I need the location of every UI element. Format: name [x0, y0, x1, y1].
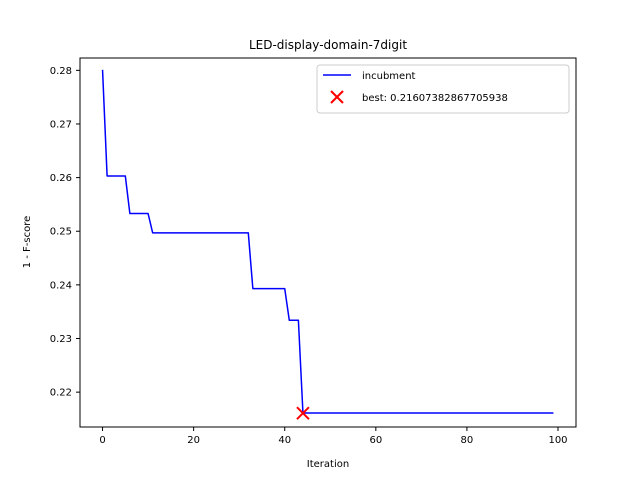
legend-label-best: best: 0.21607382867705938 — [362, 93, 508, 104]
legend: incubment best: 0.21607382867705938 — [316, 64, 570, 114]
y-tick-label: 0.23 — [50, 334, 72, 345]
series-line-incubment — [101, 69, 554, 414]
chart-title: LED-display-domain-7digit — [249, 38, 407, 52]
y-axis: 0.22 0.23 0.24 0.25 0.26 0.27 0.28 — [50, 66, 80, 399]
x-tick-label: 80 — [461, 435, 474, 446]
legend-label-incubment: incubment — [362, 71, 416, 82]
y-tick-label: 0.22 — [50, 388, 72, 399]
y-tick-label: 0.25 — [50, 227, 72, 238]
x-tick-label: 0 — [99, 435, 105, 446]
y-tick-label: 0.27 — [50, 119, 72, 130]
x-tick-label: 60 — [369, 435, 382, 446]
plot-area — [101, 69, 554, 420]
axes-frame — [79, 57, 577, 428]
legend-box — [316, 64, 570, 114]
x-tick-label: 100 — [548, 435, 567, 446]
y-tick-label: 0.28 — [50, 66, 72, 77]
legend-best-marker — [330, 90, 344, 104]
x-tick-label: 40 — [278, 435, 291, 446]
x-axis-label: Iteration — [307, 459, 349, 470]
y-axis-label: 1 - F-score — [22, 216, 33, 269]
y-tick-label: 0.24 — [50, 280, 72, 291]
best-marker — [296, 406, 310, 420]
y-tick-label: 0.26 — [50, 173, 72, 184]
x-axis: 0 20 40 60 80 100 — [99, 427, 568, 446]
x-tick-label: 20 — [187, 435, 200, 446]
